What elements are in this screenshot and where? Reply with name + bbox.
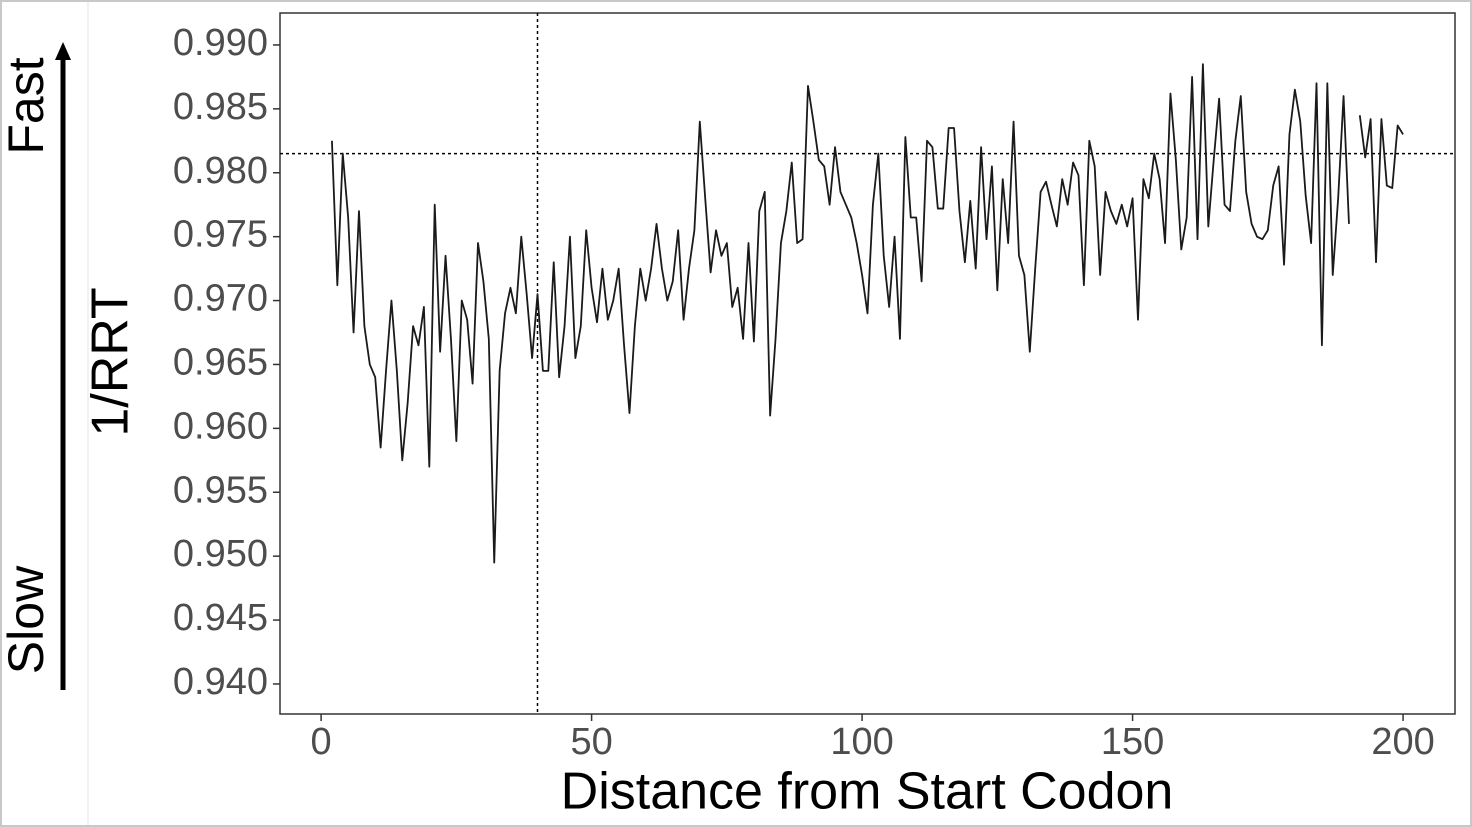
y-tick-label: 0.950 — [173, 533, 268, 575]
x-tick-label: 200 — [1371, 721, 1434, 763]
y-tick-label: 0.975 — [173, 214, 268, 256]
y-tick-label: 0.960 — [173, 405, 268, 447]
fast-label: Fast — [0, 57, 54, 154]
y-tick-label: 0.990 — [173, 22, 268, 64]
y-tick-label: 0.955 — [173, 469, 268, 511]
slow-label: Slow — [0, 565, 54, 674]
data-line — [331, 63, 1404, 564]
x-tick-label: 0 — [311, 721, 332, 763]
x-tick-label: 150 — [1101, 721, 1164, 763]
x-tick-label: 50 — [570, 721, 612, 763]
arrow-head — [55, 42, 71, 60]
y-tick-label: 0.985 — [173, 86, 268, 128]
y-tick-label: 0.980 — [173, 150, 268, 192]
y-tick-label: 0.965 — [173, 341, 268, 383]
y-tick-label: 0.940 — [173, 661, 268, 703]
plot-border — [279, 12, 1456, 715]
x-tick-label: 100 — [830, 721, 893, 763]
y-axis-title: 1/RRT — [82, 287, 140, 436]
y-tick-label: 0.945 — [173, 597, 268, 639]
y-tick-label: 0.970 — [173, 278, 268, 320]
x-axis-title: Distance from Start Codon — [561, 763, 1174, 821]
